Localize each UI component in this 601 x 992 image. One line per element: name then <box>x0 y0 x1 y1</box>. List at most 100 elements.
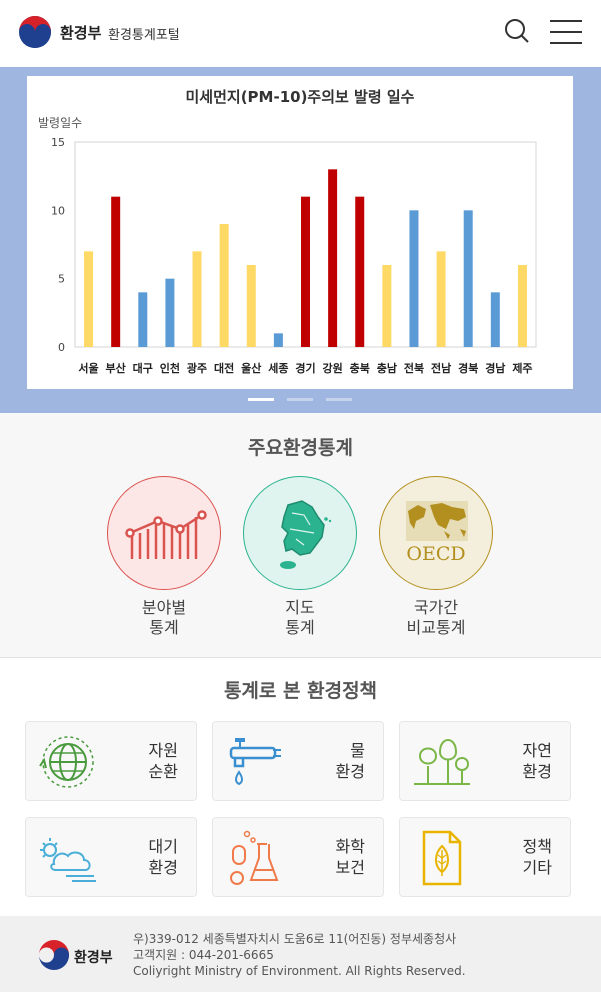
logo-text[interactable]: 환경부 <box>60 24 102 42</box>
policy-card-line2: 보건 <box>335 858 365 877</box>
chart-xtick-label: 전남 <box>431 361 451 375</box>
main-stats-item-oecd[interactable]: 국가간 비교통계 <box>376 476 496 638</box>
chart-xtick-label: 서울 <box>78 361 98 375</box>
policy-card-line2: 환경 <box>522 762 552 781</box>
chart-bar <box>138 292 148 347</box>
korea-map-icon <box>280 500 332 569</box>
chart-ylabel: 발령일수 <box>38 116 82 130</box>
trees-icon <box>414 739 470 785</box>
policy-card-line2: 기타 <box>522 858 552 877</box>
footer-support: 고객지원 : 044-201-6665 <box>133 948 274 962</box>
header: 환경부 환경통계포털 <box>0 0 601 67</box>
chart-bar <box>382 265 392 347</box>
policy-card-line1: 대기 <box>148 837 178 856</box>
chart-xtick-label: 울산 <box>241 361 261 375</box>
chart-xtick-label: 인천 <box>160 361 180 375</box>
chart-bar <box>490 292 500 347</box>
chemical-flask-icon <box>230 830 279 885</box>
policy-card-line1: 화학 <box>335 837 365 856</box>
oecd-world-map-icon <box>406 501 468 541</box>
search-icon[interactable] <box>503 17 531 45</box>
chart-bar <box>436 251 446 347</box>
chart-xtick-label: 경북 <box>458 361 478 375</box>
policy-title: 통계로 본 환경정책 <box>223 680 378 702</box>
policy-document-icon <box>422 830 462 886</box>
chart-xtick-label: 경기 <box>295 361 315 375</box>
policy-card-water[interactable]: 물 환경 <box>212 721 384 801</box>
globe-recycle-icon <box>39 736 94 788</box>
footer: 환경부 우)339-012 세종특별자치시 도움6로 11(어진동) 정부세종청… <box>0 916 601 992</box>
main-stats-item-line1: 분야별 <box>141 598 187 617</box>
main-stats-item-field[interactable]: 분야별 통계 <box>104 476 224 638</box>
footer-address: 우)339-012 세종특별자치시 도움6로 11(어진동) 정부세종청사 <box>133 932 457 946</box>
carousel-dot-3[interactable] <box>326 398 352 401</box>
chart-bar <box>111 196 121 347</box>
carousel-dot-2[interactable] <box>287 398 313 401</box>
chart-title: 미세먼지(PM-10)주의보 발령 일수 <box>186 88 415 106</box>
chart-xtick-label: 전북 <box>404 361 424 375</box>
carousel-dot-1[interactable] <box>248 398 274 401</box>
main-stats-item-line1: 국가간 <box>413 598 459 617</box>
main-stats-section: 주요환경통계 분야별 통계 <box>0 413 601 658</box>
chart-bar <box>84 251 94 347</box>
chart-xtick-label: 세종 <box>268 361 288 375</box>
chart-xtick-label: 부산 <box>106 361 126 375</box>
chart-ytick-label: 5 <box>58 273 65 286</box>
chart-bar <box>355 196 365 347</box>
sun-cloud-icon <box>40 838 96 882</box>
policy-card-chemical[interactable]: 화학 보건 <box>212 817 384 897</box>
policy-card-air[interactable]: 대기 환경 <box>25 817 197 897</box>
main-stats-item-line2: 비교통계 <box>406 618 466 637</box>
line-chart-icon <box>125 510 207 559</box>
policy-card-line1: 자연 <box>522 741 552 760</box>
main-stats-item-map[interactable]: 지도 통계 <box>240 476 360 638</box>
footer-logo-text: 환경부 <box>74 950 113 966</box>
footer-info: 우)339-012 세종특별자치시 도움6로 11(어진동) 정부세종청사 고객… <box>133 931 466 979</box>
chart-xtick-label: 광주 <box>187 362 207 375</box>
chart-ytick-label: 0 <box>58 341 65 354</box>
policy-card-line2: 순환 <box>148 762 178 781</box>
main-stats-title: 주요환경통계 <box>248 437 353 459</box>
policy-card-line1: 물 <box>350 741 365 760</box>
policy-card-line1: 정책 <box>522 837 552 856</box>
policy-card-line2: 환경 <box>335 762 365 781</box>
policy-card-resource[interactable]: 자원 순환 <box>25 721 197 801</box>
chart-bar <box>517 265 527 347</box>
chart-bar <box>165 278 175 347</box>
hamburger-menu-icon[interactable] <box>550 20 582 44</box>
chart-bar <box>192 251 202 347</box>
footer-copyright: Coliyright Ministry of Environment. All … <box>133 964 466 978</box>
chart-bar <box>219 224 229 347</box>
chart-xtick-label: 대전 <box>214 361 234 375</box>
chart-bar <box>328 169 338 347</box>
chart-bar <box>246 265 256 347</box>
policy-section: 통계로 본 환경정책 자원 순환 물 환경 <box>0 658 601 916</box>
chart-xtick-label: 경남 <box>485 361 505 375</box>
chart-xtick-label: 충남 <box>377 361 397 375</box>
main-stats-item-line2: 통계 <box>149 618 179 637</box>
policy-card-nature[interactable]: 자연 환경 <box>399 721 571 801</box>
water-faucet-icon <box>229 738 281 786</box>
chart-bar <box>409 210 419 347</box>
portal-title[interactable]: 환경통계포털 <box>108 28 180 43</box>
taegeuk-logo-icon[interactable] <box>18 15 52 49</box>
chart-ytick-label: 10 <box>51 204 65 217</box>
taegeuk-logo-icon <box>38 939 70 971</box>
chart-bar <box>301 196 310 347</box>
chart-xtick-label: 강원 <box>322 361 342 375</box>
main-stats-item-line2: 통계 <box>285 618 315 637</box>
policy-card-line2: 환경 <box>148 858 178 877</box>
chart-xtick-label: 충북 <box>350 361 370 375</box>
main-stats-item-line1: 지도 <box>285 598 315 617</box>
chart-bar <box>273 333 283 347</box>
policy-card-line1: 자원 <box>148 741 178 760</box>
carousel-indicators <box>0 398 601 402</box>
oecd-label: OECD <box>406 543 466 565</box>
chart-ytick-label: 15 <box>51 136 65 149</box>
chart-bar <box>463 210 473 347</box>
policy-card-etc[interactable]: 정책 기타 <box>399 817 571 897</box>
chart-xtick-label: 대구 <box>133 361 153 375</box>
